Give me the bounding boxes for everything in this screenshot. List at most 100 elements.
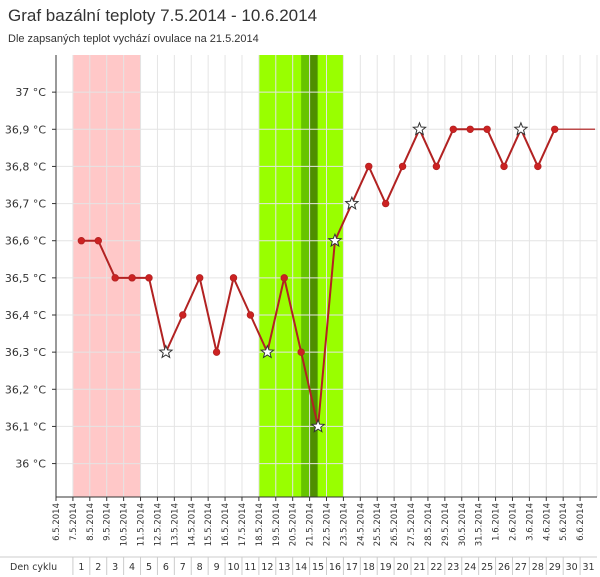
x-tick-label: 6.5.2014 (52, 503, 62, 541)
x-tick-label: 8.5.2014 (86, 503, 96, 541)
x-tick-label: 5.6.2014 (559, 503, 569, 541)
chart-subtitle: Dle zapsaných teplot vychází ovulace na … (8, 33, 259, 45)
cycle-day-number: 18 (363, 562, 375, 573)
y-tick-label: 36,4 °C (5, 309, 46, 322)
x-tick-label: 18.5.2014 (255, 503, 265, 546)
temperature-points (77, 121, 559, 433)
x-tick-label: 9.5.2014 (103, 503, 113, 541)
y-tick-label: 36,9 °C (5, 123, 46, 136)
x-tick-label: 2.6.2014 (508, 503, 518, 541)
cycle-day-number: 28 (532, 562, 544, 573)
star-point (513, 121, 529, 136)
cycle-day-number: 8 (197, 562, 203, 573)
x-tick-label: 3.6.2014 (525, 503, 535, 541)
cycle-day-number: 10 (227, 562, 239, 573)
cycle-day-number: 19 (380, 562, 392, 573)
cycle-day-number: 5 (146, 562, 152, 573)
y-tick-label: 36,3 °C (5, 346, 46, 359)
cycle-day-number: 9 (214, 562, 220, 573)
data-point (246, 311, 255, 319)
x-tick-label: 29.5.2014 (441, 503, 451, 546)
cycle-day-number: 17 (346, 562, 358, 573)
cycle-day-number: 24 (464, 562, 476, 573)
data-point (551, 125, 559, 133)
y-tick-label: 36,2 °C (5, 383, 46, 396)
y-tick-label: 36,6 °C (5, 235, 46, 248)
cycle-day-number: 11 (244, 562, 256, 573)
cycle-day-number: 22 (430, 562, 442, 573)
cycle-day-number: 21 (413, 562, 425, 573)
y-tick-label: 36,7 °C (5, 198, 46, 211)
data-point (94, 237, 102, 245)
x-tick-label: 19.5.2014 (272, 503, 282, 546)
x-tick-label: 30.5.2014 (458, 503, 468, 546)
data-point (449, 125, 457, 133)
data-point (398, 162, 407, 171)
x-tick-label: 25.5.2014 (373, 503, 383, 546)
cycle-day-number: 2 (95, 562, 101, 573)
x-axis-labels: 6.5.2014 7.5.2014 8.5.2014 9.5.2014 10.5.201… (52, 503, 586, 546)
x-tick-label: 10.5.2014 (120, 503, 130, 546)
x-tick-label: 11.5.2014 (137, 503, 147, 546)
x-tick-label: 26.5.2014 (390, 503, 400, 546)
data-point (297, 348, 305, 356)
cycle-day-number: 26 (498, 562, 510, 573)
x-tick-label: 22.5.2014 (323, 503, 333, 546)
data-point (483, 125, 491, 133)
y-tick-label: 36,5 °C (5, 272, 46, 285)
y-tick-label: 36,1 °C (5, 420, 46, 433)
data-point (77, 237, 86, 245)
x-tick-label: 23.5.2014 (339, 503, 349, 546)
cycle-day-number: 29 (549, 562, 561, 573)
x-tick-label: 4.6.2014 (542, 503, 552, 541)
y-axis-labels: 37 °C 36,9 °C 36,8 °C 36,7 °C 36,6 °C 36,5 °C… (5, 86, 46, 470)
x-tick-label: 31.5.2014 (475, 503, 485, 546)
cycle-day-number: 25 (481, 562, 493, 573)
cycle-day-number: 14 (295, 562, 307, 573)
data-point (196, 274, 204, 282)
x-tick-label: 21.5.2014 (306, 503, 316, 546)
x-tick-label: 1.6.2014 (492, 503, 502, 541)
data-point (381, 199, 390, 208)
cycle-day-row: Den cyklu 1 2 3 4 5 6 7 8 9 10 11 12 13 14 15 16 17 18 19 20… (0, 556, 597, 575)
cycle-day-number: 6 (163, 562, 169, 573)
cycle-day-number: 15 (312, 562, 324, 573)
cycle-day-number: 3 (112, 562, 118, 573)
data-point (145, 274, 153, 282)
cycle-day-number: 7 (180, 562, 186, 573)
x-tick-label: 12.5.2014 (153, 503, 163, 546)
x-tick-label: 15.5.2014 (204, 503, 214, 546)
star-point (310, 418, 326, 433)
star-point (344, 195, 360, 210)
cycle-day-label: Den cyklu (10, 562, 57, 573)
cycle-day-number: 4 (129, 562, 135, 573)
star-point (158, 344, 174, 359)
x-tick-label: 24.5.2014 (356, 503, 366, 546)
cycle-day-number: 1 (78, 562, 84, 573)
cycle-day-number: 31 (583, 562, 595, 573)
data-point (229, 274, 238, 282)
cycle-day-number: 13 (278, 562, 290, 573)
grid-layer (55, 55, 598, 497)
axes-layer (52, 55, 597, 501)
y-tick-label: 37 °C (15, 86, 46, 99)
cycle-day-number: 23 (447, 562, 459, 573)
cycle-day-number: 20 (397, 562, 409, 573)
chart-title: Graf bazální teploty 7.5.2014 - 10.6.201… (8, 6, 318, 25)
star-point (259, 344, 275, 359)
data-point (500, 162, 508, 171)
cycle-day-number: 16 (329, 562, 341, 573)
x-tick-label: 27.5.2014 (407, 503, 417, 546)
data-point (280, 274, 288, 282)
data-point (365, 162, 373, 171)
data-point (432, 162, 441, 171)
star-point (327, 232, 343, 248)
data-point (128, 274, 136, 282)
cycle-day-number: 30 (566, 562, 578, 573)
x-tick-label: 20.5.2014 (289, 503, 299, 546)
x-tick-label: 17.5.2014 (238, 503, 248, 546)
cycle-day-number: 27 (515, 562, 527, 573)
data-point (534, 162, 542, 171)
x-tick-label: 6.6.2014 (576, 503, 586, 541)
